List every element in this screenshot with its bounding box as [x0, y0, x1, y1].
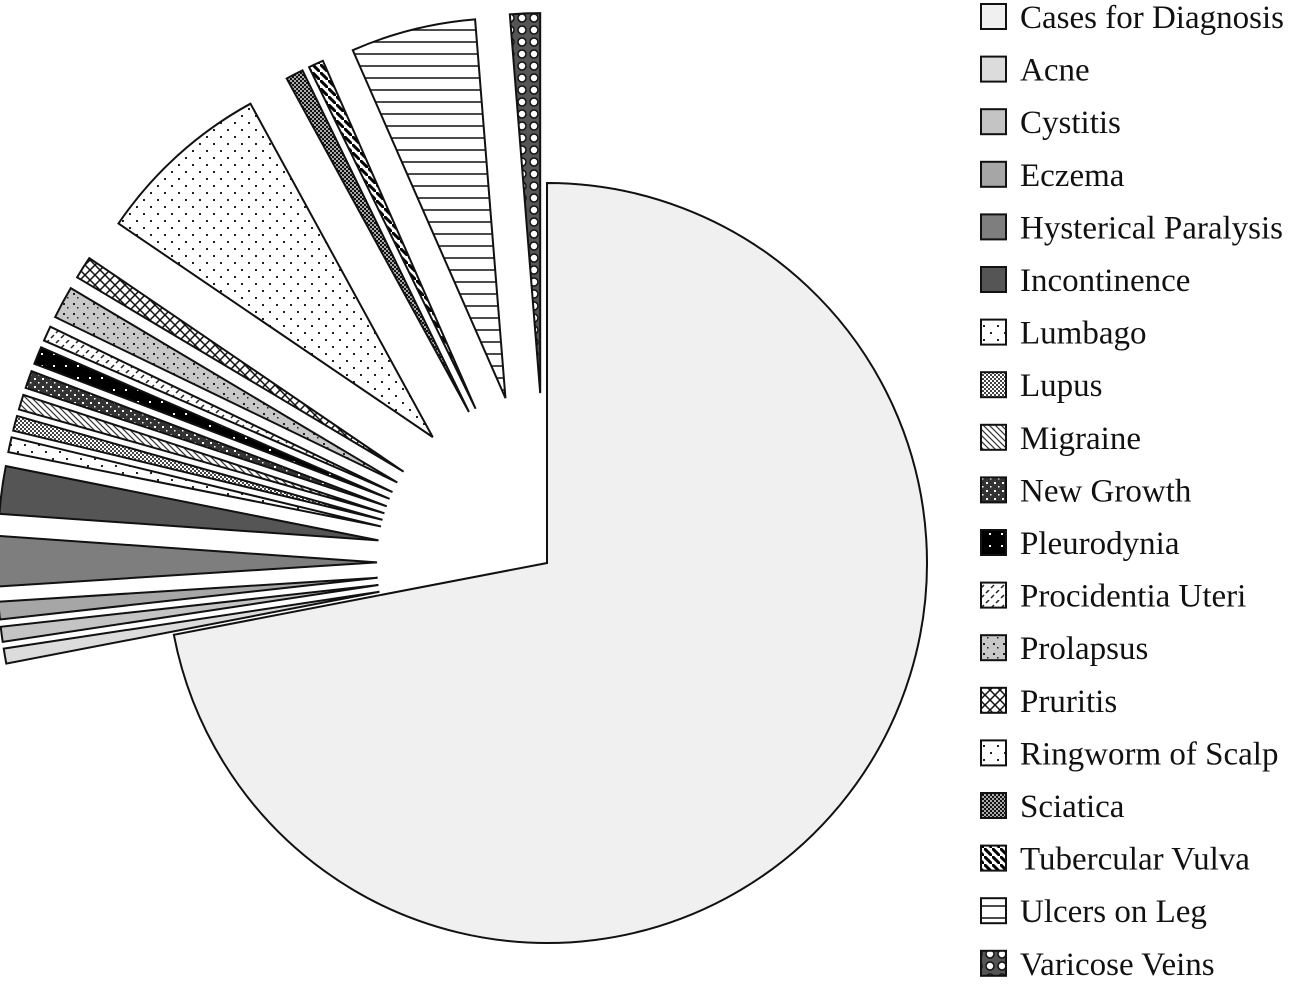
pie-slice-new-growth: [24, 369, 388, 508]
legend-swatch: [980, 423, 1007, 451]
pie-slice-cases-for-diagnosis: [172, 181, 928, 944]
pie-slice-ringworm-of-scalp: [117, 102, 434, 438]
legend-item-acne: Acne: [980, 53, 1090, 89]
pie-slice-lumbago: [7, 436, 382, 528]
legend-item-varicose-veins: Varicose Veins: [980, 947, 1215, 983]
legend-item-sciatica: Sciatica: [980, 789, 1125, 825]
pie-slices: [0, 12, 928, 944]
legend-label: Tubercular Vulva: [1020, 842, 1250, 878]
legend-item-lupus: Lupus: [980, 368, 1103, 404]
legend-label: Cystitis: [1020, 105, 1121, 141]
pie-slice-cystitis: [0, 584, 379, 644]
legend-item-new-growth: New Growth: [980, 473, 1192, 509]
legend-item-cases-for-diagnosis: Cases for Diagnosis: [980, 0, 1284, 36]
pie-slice-tubercular-vulva: [307, 59, 477, 410]
legend-swatch: [980, 581, 1007, 609]
legend-swatch: [980, 108, 1007, 136]
pie-slice-varicose-veins: [508, 12, 542, 394]
legend-item-tubercular-vulva: Tubercular Vulva: [980, 842, 1250, 878]
pie-slice-pleurodynia: [33, 346, 390, 500]
legend-item-procidentia-uteri: Procidentia Uteri: [980, 579, 1246, 615]
pie-slice-eczema: [0, 576, 378, 621]
pie-slice-lupus: [11, 414, 383, 521]
legend-label: Incontinence: [1020, 263, 1190, 299]
legend-label: Procidentia Uteri: [1020, 579, 1246, 615]
legend-swatch: [980, 792, 1007, 819]
legend-label: Lupus: [1020, 368, 1103, 404]
legend-label: Pleurodynia: [1020, 526, 1180, 562]
legend-item-ulcers-on-leg: Ulcers on Leg: [980, 894, 1207, 930]
legend-item-pruritis: Pruritis: [980, 684, 1117, 720]
legend-swatch: [980, 160, 1007, 188]
legend-item-cystitis: Cystitis: [980, 105, 1121, 141]
legend-swatch: [980, 686, 1007, 714]
pie-slice-pruritis: [75, 256, 405, 473]
legend-swatch: [980, 476, 1007, 504]
pie-slice-acne: [2, 590, 380, 665]
legend-swatch: [980, 3, 1007, 30]
legend-swatch: [980, 371, 1007, 399]
legend-label: Hysterical Paralysis: [1020, 210, 1283, 246]
legend-label: Acne: [1020, 53, 1090, 89]
legend-swatch: [980, 213, 1007, 241]
legend-item-eczema: Eczema: [980, 158, 1125, 194]
legend-item-hysterical-paralysis: Hysterical Paralysis: [980, 210, 1283, 246]
pie-slice-hysterical-paralysis: [0, 534, 378, 588]
legend-label: New Growth: [1020, 473, 1192, 509]
legend-label: Lumbago: [1020, 316, 1146, 352]
legend-label: Ulcers on Leg: [1020, 894, 1207, 930]
legend-label: Sciatica: [1020, 789, 1125, 825]
legend-swatch: [980, 949, 1007, 977]
legend-swatch: [980, 318, 1007, 346]
legend: Cases for Diagnosis Acne Cystitis Eczema Hys…: [980, 0, 1284, 983]
legend-label: Varicose Veins: [1020, 947, 1215, 983]
legend-item-ringworm-of-scalp: Ringworm of Scalp: [980, 736, 1278, 772]
legend-swatch: [980, 897, 1007, 925]
pie-slice-sciatica: [285, 69, 470, 413]
legend-item-prolapsus: Prolapsus: [980, 631, 1148, 667]
legend-swatch: [980, 529, 1007, 556]
legend-swatch: [980, 266, 1007, 293]
legend-swatch: [980, 844, 1007, 872]
pie-slice-prolapsus: [53, 286, 398, 484]
legend-swatch: [980, 739, 1007, 767]
pie-slice-migraine: [17, 393, 385, 515]
legend-item-migraine: Migraine: [980, 421, 1141, 457]
pie-slice-incontinence: [0, 464, 379, 542]
legend-label: Migraine: [1020, 421, 1141, 457]
legend-item-pleurodynia: Pleurodynia: [980, 526, 1180, 562]
legend-label: Eczema: [1020, 158, 1125, 194]
legend-swatch: [980, 55, 1007, 83]
legend-item-incontinence: Incontinence: [980, 263, 1190, 299]
pie-slice-procidentia-uteri: [42, 325, 393, 494]
legend-swatch: [980, 634, 1007, 662]
legend-label: Cases for Diagnosis: [1020, 0, 1284, 36]
legend-item-lumbago: Lumbago: [980, 316, 1146, 352]
legend-label: Prolapsus: [1020, 631, 1148, 667]
legend-label: Pruritis: [1020, 684, 1117, 720]
legend-label: Ringworm of Scalp: [1020, 736, 1278, 772]
pie-slice-ulcers-on-leg: [351, 18, 507, 399]
